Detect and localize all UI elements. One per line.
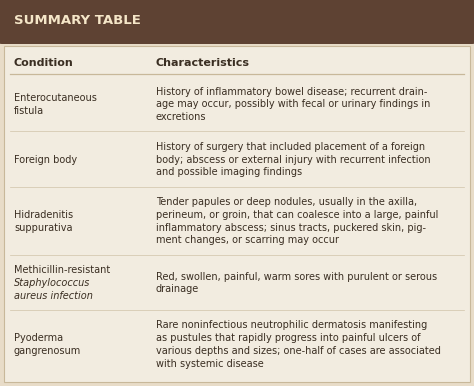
Text: Hidradenitis: Hidradenitis bbox=[14, 210, 73, 220]
Text: Pyoderma: Pyoderma bbox=[14, 333, 63, 343]
Text: Characteristics: Characteristics bbox=[156, 58, 250, 68]
Text: as pustules that rapidly progress into painful ulcers of: as pustules that rapidly progress into p… bbox=[156, 333, 420, 343]
FancyBboxPatch shape bbox=[4, 46, 470, 382]
FancyBboxPatch shape bbox=[0, 0, 474, 44]
Text: fistula: fistula bbox=[14, 106, 44, 116]
Text: Foreign body: Foreign body bbox=[14, 154, 77, 164]
Text: gangrenosum: gangrenosum bbox=[14, 346, 81, 356]
Text: Tender papules or deep nodules, usually in the axilla,: Tender papules or deep nodules, usually … bbox=[156, 197, 417, 207]
Text: ment changes, or scarring may occur: ment changes, or scarring may occur bbox=[156, 235, 339, 245]
Text: and possible imaging findings: and possible imaging findings bbox=[156, 167, 302, 177]
Text: excretions: excretions bbox=[156, 112, 206, 122]
Text: Red, swollen, painful, warm sores with purulent or serous: Red, swollen, painful, warm sores with p… bbox=[156, 271, 437, 281]
Text: SUMMARY TABLE: SUMMARY TABLE bbox=[14, 14, 141, 27]
Text: Staphylococcus: Staphylococcus bbox=[14, 278, 91, 288]
Text: Rare noninfectious neutrophilic dermatosis manifesting: Rare noninfectious neutrophilic dermatos… bbox=[156, 320, 427, 330]
Text: Methicillin-resistant: Methicillin-resistant bbox=[14, 265, 110, 275]
Text: suppurativa: suppurativa bbox=[14, 223, 73, 233]
Text: body; abscess or external injury with recurrent infection: body; abscess or external injury with re… bbox=[156, 154, 430, 164]
Text: perineum, or groin, that can coalesce into a large, painful: perineum, or groin, that can coalesce in… bbox=[156, 210, 438, 220]
Text: with systemic disease: with systemic disease bbox=[156, 359, 264, 369]
Text: inflammatory abscess; sinus tracts, puckered skin, pig-: inflammatory abscess; sinus tracts, puck… bbox=[156, 223, 426, 233]
Text: various depths and sizes; one-half of cases are associated: various depths and sizes; one-half of ca… bbox=[156, 346, 441, 356]
Text: aureus infection: aureus infection bbox=[14, 291, 93, 301]
Text: History of inflammatory bowel disease; recurrent drain-: History of inflammatory bowel disease; r… bbox=[156, 86, 427, 96]
Text: drainage: drainage bbox=[156, 284, 199, 294]
Text: Condition: Condition bbox=[14, 58, 74, 68]
Text: age may occur, possibly with fecal or urinary findings in: age may occur, possibly with fecal or ur… bbox=[156, 99, 430, 109]
Text: History of surgery that included placement of a foreign: History of surgery that included placeme… bbox=[156, 142, 425, 152]
Text: Enterocutaneous: Enterocutaneous bbox=[14, 93, 97, 103]
